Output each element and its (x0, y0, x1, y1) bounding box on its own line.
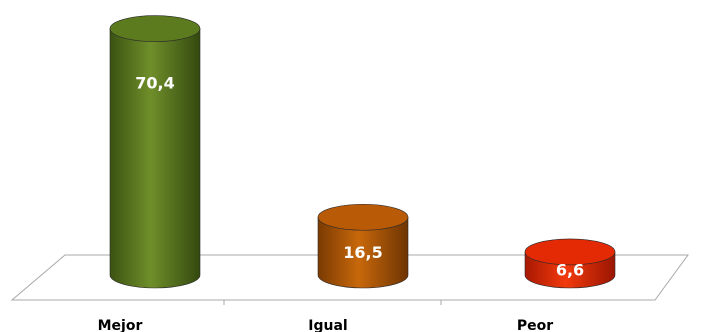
x-tick-label: Igual (308, 318, 347, 332)
bar-top-cap (109, 15, 201, 42)
bar-mejor (109, 15, 201, 289)
x-tick-label: Peor (517, 318, 553, 332)
data-label: 16,5 (343, 243, 382, 262)
bar-igual (317, 203, 409, 289)
bar-top-cap (317, 203, 409, 231)
x-tick-label: Mejor (98, 318, 143, 332)
data-label: 6,6 (556, 260, 584, 279)
data-label: 70,4 (135, 74, 174, 93)
bar-top-cap (524, 238, 616, 266)
bar-body (317, 216, 409, 289)
bar-body (109, 28, 201, 289)
bar-peor (524, 238, 616, 289)
